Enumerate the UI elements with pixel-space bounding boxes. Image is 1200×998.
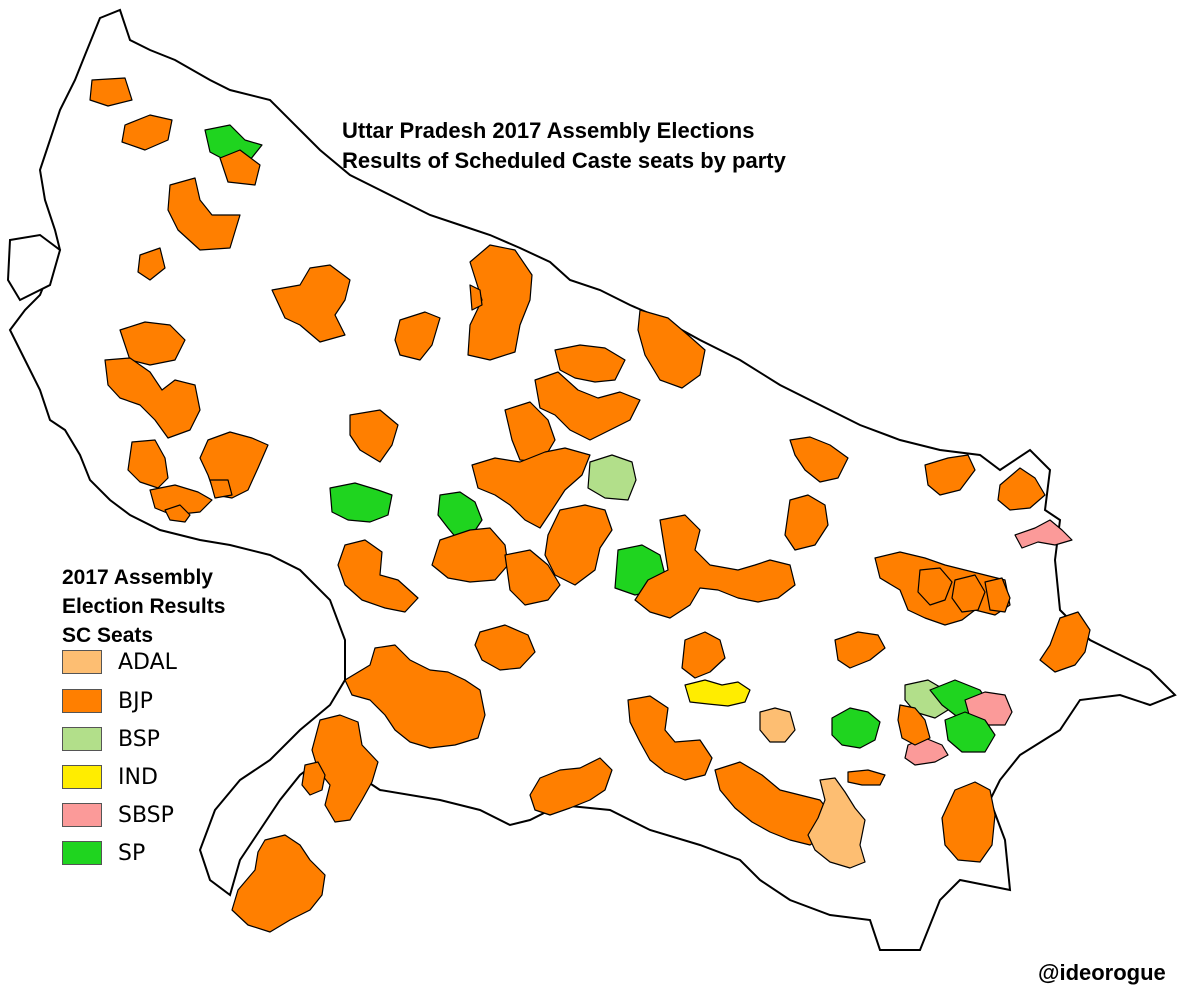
- constituency-bjp-18: [149, 484, 213, 516]
- legend-heading-1: 2017 Assembly: [62, 566, 213, 589]
- constituency-bjp-12: [349, 409, 399, 463]
- constituency-bjp-6: [271, 264, 351, 343]
- legend-swatch-bjp: [62, 689, 102, 713]
- legend-label-adal: ADAL: [118, 649, 177, 675]
- legend-item-adal: ADAL: [62, 648, 177, 676]
- constituency-bjp-4: [167, 177, 241, 251]
- constituency-bjp-58: [164, 504, 191, 523]
- constituency-sp-44: [944, 711, 996, 753]
- legend-label-sp: SP: [118, 840, 146, 866]
- constituency-bjp-31: [924, 454, 976, 496]
- legend-item-bjp: BJP: [62, 687, 153, 715]
- constituency-ind-38: [684, 679, 751, 707]
- constituency-bjp-0: [89, 77, 133, 107]
- constituency-bjp-3: [219, 149, 261, 186]
- legend-item-sbsp: SBSP: [62, 801, 174, 829]
- constituency-bjp-39: [834, 631, 886, 669]
- constituency-bjp-17: [127, 439, 169, 489]
- legend-item-bsp: BSP: [62, 725, 160, 753]
- legend-label-bjp: BJP: [118, 688, 153, 714]
- legend-swatch-bsp: [62, 727, 102, 751]
- constituency-bjp-49: [627, 695, 713, 781]
- constituency-bjp-50: [529, 757, 613, 816]
- constituency-layer: [89, 77, 1091, 933]
- credit-text: @ideorogue: [1038, 960, 1166, 985]
- legend-swatch-sp: [62, 841, 102, 865]
- constituency-bjp-63: [984, 577, 1011, 613]
- constituency-bjp-40: [1039, 611, 1091, 673]
- legend-heading-3: SC Seats: [62, 624, 154, 647]
- constituency-bjp-21: [471, 447, 591, 529]
- constituency-sp-2: [204, 124, 263, 161]
- constituency-bjp-53: [847, 769, 886, 786]
- constituency-sbsp-33: [1014, 519, 1073, 549]
- legend-swatch-ind: [62, 765, 102, 789]
- constituency-bjp-9: [637, 309, 706, 389]
- constituency-bjp-30: [784, 494, 829, 551]
- constituency-bsp-22: [587, 454, 637, 501]
- constituency-adal-52: [807, 777, 866, 869]
- legend-heading-2: Election Results: [62, 595, 226, 618]
- constituency-sp-47: [831, 707, 881, 749]
- constituency-bjp-1: [121, 114, 173, 151]
- constituency-bjp-11: [104, 357, 201, 439]
- constituency-bjp-56: [301, 761, 326, 796]
- constituency-bjp-14: [534, 371, 641, 441]
- constituency-bjp-25: [504, 549, 561, 606]
- constituency-bjp-59: [469, 284, 483, 311]
- constituency-bjp-60: [209, 479, 233, 499]
- state-outline-west: [6, 233, 62, 302]
- constituency-bjp-46: [897, 704, 931, 746]
- legend-label-bsp: BSP: [118, 726, 160, 752]
- legend-item-ind: IND: [62, 763, 158, 791]
- map-title-line-1: Uttar Pradesh 2017 Assembly Elections: [342, 118, 755, 143]
- constituency-bjp-26: [337, 539, 419, 613]
- constituency-bjp-57: [231, 834, 326, 933]
- constituency-bjp-61: [917, 567, 953, 606]
- constituency-bjp-29: [789, 436, 849, 483]
- constituency-bjp-62: [951, 574, 986, 613]
- constituency-bjp-32: [997, 467, 1046, 511]
- constituency-bjp-8: [467, 244, 533, 361]
- constituency-bjp-5: [137, 247, 166, 281]
- constituency-bjp-36: [344, 644, 486, 749]
- map-title-line-2: Results of Scheduled Caste seats by part…: [342, 148, 786, 173]
- constituency-bjp-35: [474, 624, 536, 671]
- constituency-bjp-54: [941, 781, 996, 863]
- constituency-bjp-13: [554, 344, 626, 383]
- constituency-bjp-23: [544, 504, 613, 586]
- constituency-sp-19: [329, 482, 393, 523]
- legend-item-sp: SP: [62, 839, 145, 867]
- legend-label-ind: IND: [118, 764, 158, 790]
- legend-swatch-sbsp: [62, 803, 102, 827]
- legend-label-sbsp: SBSP: [118, 802, 174, 828]
- constituency-bjp-28: [634, 514, 796, 619]
- constituency-bjp-24: [431, 527, 509, 583]
- constituency-adal-48: [759, 707, 796, 743]
- legend-swatch-adal: [62, 650, 102, 674]
- constituency-bjp-37: [681, 631, 726, 679]
- constituency-bjp-7: [394, 311, 441, 361]
